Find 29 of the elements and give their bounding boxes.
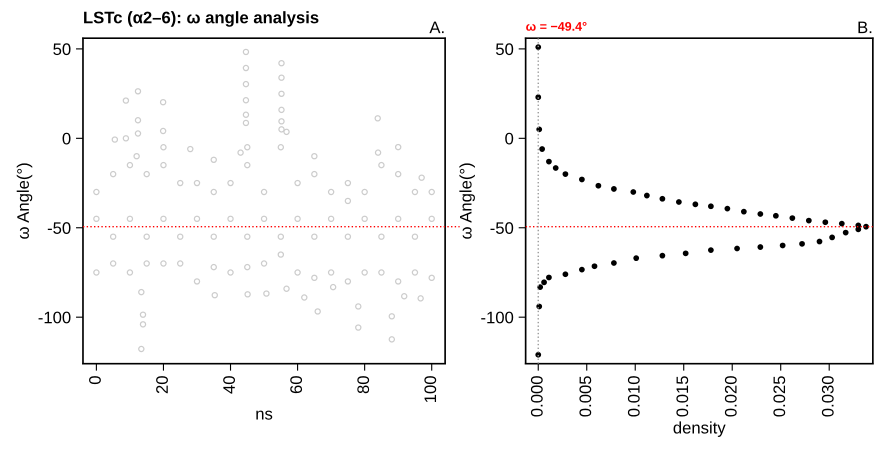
x-axis-title: ns	[256, 410, 272, 420]
x-tick-label: 0.030	[822, 376, 834, 417]
y-tick-label: -100	[38, 312, 71, 324]
x-axis-title: density	[674, 421, 726, 437]
x-tick-label: 20	[156, 376, 168, 394]
x-tick-label: 0.000	[530, 376, 543, 417]
y-tick-label: 50	[53, 43, 71, 56]
text: A.	[429, 22, 444, 34]
x-tick-label: 0.005	[579, 376, 592, 417]
y-tick-label: 0	[62, 132, 71, 145]
x-tick-label: 60	[290, 376, 302, 394]
x-tick-label: 0	[89, 376, 101, 384]
x-tick-label: 0.020	[724, 376, 737, 417]
y-axis-title: ω Angle(°)	[459, 163, 475, 239]
y-tick-label: -50	[490, 222, 514, 234]
x-tick-label: 0.015	[676, 376, 688, 417]
ref-line-label: ω = −49.4°	[526, 22, 587, 31]
chart-title: LSTc (α2–6): ω angle analysis	[84, 11, 318, 27]
x-tick-label: 40	[223, 376, 235, 394]
text: B.	[858, 22, 872, 34]
y-tick-label: -50	[48, 222, 71, 234]
x-tick-label: 0.010	[628, 376, 640, 417]
y-axis-title: ω Angle(°)	[16, 163, 32, 239]
x-tick-label: 100	[424, 376, 436, 402]
x-tick-label: 0.025	[773, 376, 786, 417]
y-tick-label: 0	[505, 132, 514, 145]
x-tick-label: 80	[357, 376, 370, 394]
y-tick-label: 50	[496, 43, 514, 56]
y-tick-label: -100	[481, 312, 514, 324]
